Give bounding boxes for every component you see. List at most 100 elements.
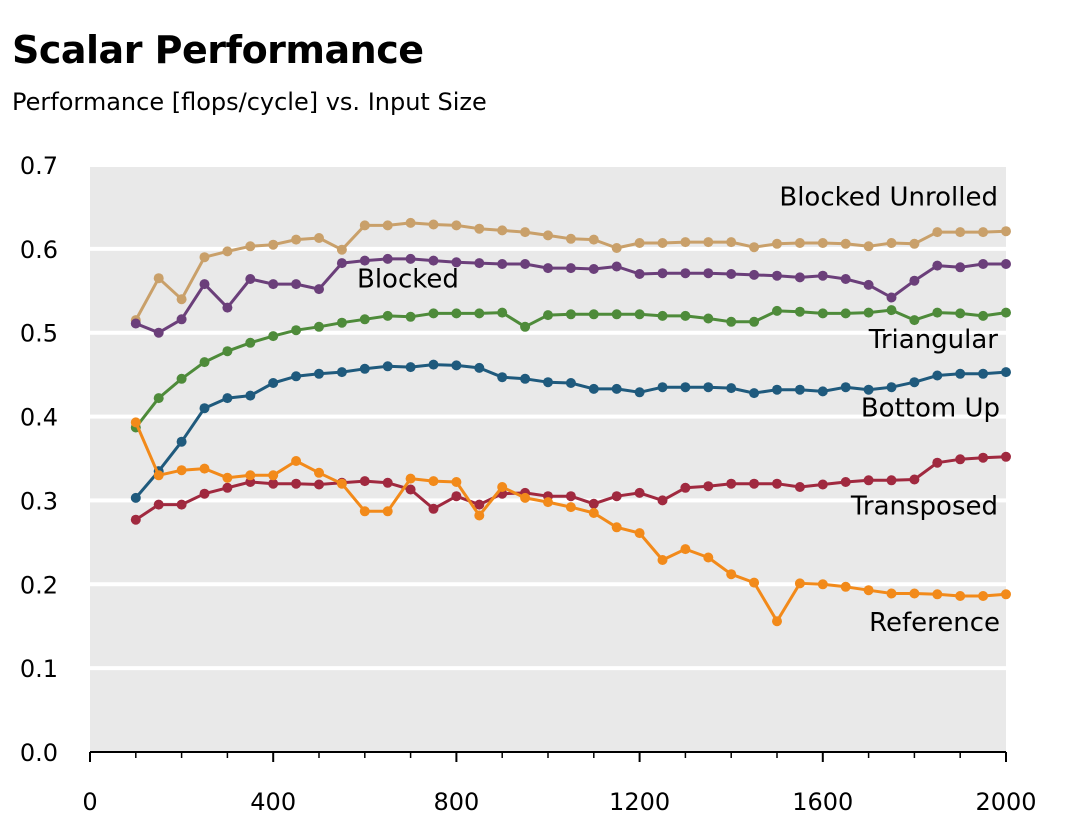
series-label: Triangular bbox=[868, 325, 999, 355]
data-point bbox=[314, 233, 324, 243]
data-point bbox=[520, 373, 531, 384]
y-tick-label: 0.4 bbox=[20, 404, 58, 432]
data-point bbox=[955, 227, 966, 238]
data-point bbox=[955, 262, 966, 273]
data-point bbox=[497, 372, 508, 383]
data-point bbox=[497, 225, 508, 236]
data-point bbox=[680, 268, 691, 279]
data-point bbox=[1001, 451, 1011, 462]
data-point bbox=[978, 227, 989, 238]
data-point bbox=[749, 478, 760, 489]
data-point bbox=[932, 457, 943, 468]
data-point bbox=[588, 383, 599, 394]
data-point bbox=[520, 259, 531, 269]
data-point bbox=[726, 269, 737, 279]
data-point bbox=[772, 616, 782, 627]
data-point bbox=[451, 491, 462, 502]
data-point bbox=[886, 238, 897, 248]
data-point bbox=[222, 302, 233, 313]
data-point bbox=[268, 279, 279, 290]
data-point bbox=[565, 263, 576, 274]
data-point bbox=[817, 386, 828, 397]
data-point bbox=[520, 321, 531, 332]
y-tick-label: 0.5 bbox=[20, 320, 58, 348]
data-point bbox=[428, 359, 439, 370]
data-point bbox=[497, 482, 508, 492]
data-point bbox=[726, 383, 737, 394]
data-point bbox=[382, 506, 393, 517]
data-point bbox=[657, 268, 668, 279]
data-point bbox=[314, 368, 324, 379]
data-point bbox=[474, 499, 485, 510]
data-point bbox=[794, 238, 805, 248]
data-point bbox=[634, 269, 645, 279]
data-point bbox=[932, 227, 943, 238]
data-point bbox=[886, 305, 897, 316]
data-point bbox=[680, 544, 691, 555]
data-point bbox=[863, 384, 874, 395]
data-point bbox=[611, 243, 622, 253]
data-point bbox=[336, 478, 347, 489]
data-point bbox=[199, 357, 210, 368]
data-point bbox=[359, 255, 370, 266]
chart-subtitle: Performance [flops/cycle] vs. Input Size bbox=[12, 88, 487, 116]
data-point bbox=[840, 477, 851, 487]
x-tick-label: 1200 bbox=[609, 788, 670, 816]
data-point bbox=[314, 479, 324, 490]
data-point bbox=[749, 577, 760, 588]
data-point bbox=[840, 238, 851, 249]
data-point bbox=[130, 492, 141, 503]
data-point bbox=[130, 417, 141, 428]
data-point bbox=[611, 261, 622, 272]
data-point bbox=[726, 569, 737, 580]
series-label: Transposed bbox=[850, 492, 998, 522]
data-point bbox=[794, 384, 805, 395]
data-point bbox=[840, 274, 851, 284]
data-point bbox=[268, 239, 279, 250]
data-point bbox=[474, 308, 485, 319]
data-point bbox=[474, 362, 485, 373]
data-point bbox=[291, 371, 302, 382]
data-point bbox=[863, 307, 874, 318]
data-point bbox=[405, 311, 416, 322]
data-point bbox=[314, 284, 324, 295]
data-point bbox=[909, 275, 920, 286]
data-point bbox=[794, 272, 805, 283]
data-point bbox=[840, 581, 851, 592]
data-point bbox=[176, 436, 187, 447]
data-point bbox=[1001, 226, 1011, 237]
data-point bbox=[405, 484, 416, 495]
data-point bbox=[1001, 589, 1011, 600]
data-point bbox=[1001, 367, 1011, 378]
data-point bbox=[863, 475, 874, 486]
data-point bbox=[749, 269, 760, 280]
plot-area bbox=[90, 165, 1006, 752]
data-point bbox=[703, 382, 714, 393]
data-point bbox=[245, 274, 256, 284]
data-point bbox=[245, 337, 256, 348]
data-point bbox=[565, 502, 576, 513]
chart-title: Scalar Performance bbox=[12, 28, 424, 72]
data-point bbox=[451, 360, 462, 371]
data-point bbox=[703, 552, 714, 563]
data-point bbox=[336, 317, 347, 328]
series-labels: Blocked Unrolled Blocked Triangular Bottom … bbox=[357, 182, 1000, 638]
data-point bbox=[520, 492, 531, 503]
data-point bbox=[909, 238, 920, 249]
data-point bbox=[176, 465, 187, 476]
data-point bbox=[611, 383, 622, 394]
data-point bbox=[405, 217, 416, 228]
data-point bbox=[359, 363, 370, 374]
data-point bbox=[543, 230, 553, 241]
data-point bbox=[909, 474, 920, 485]
data-point bbox=[268, 470, 279, 481]
data-point bbox=[886, 292, 897, 303]
data-point bbox=[359, 476, 370, 487]
data-point bbox=[794, 306, 805, 317]
data-point bbox=[978, 452, 989, 463]
data-point bbox=[772, 270, 782, 281]
data-point bbox=[955, 591, 966, 601]
data-point bbox=[932, 589, 943, 600]
data-point bbox=[291, 279, 302, 290]
data-point bbox=[336, 258, 347, 269]
